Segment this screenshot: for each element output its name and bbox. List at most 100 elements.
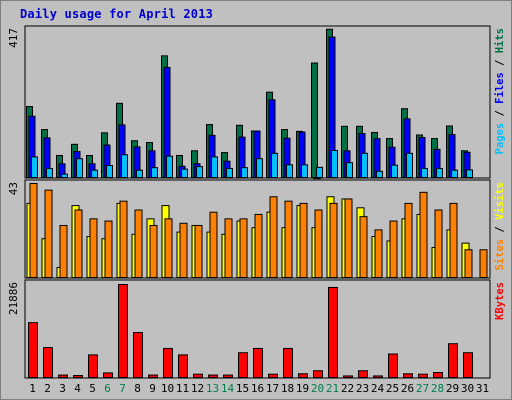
pages-bar-18 [286, 164, 293, 178]
sites-bar-17 [269, 196, 278, 278]
legend-part-1-1: / [494, 104, 506, 123]
kbytes-bar-21 [328, 286, 338, 378]
pages-bar-20 [316, 166, 323, 179]
pages-bar-7 [121, 154, 128, 178]
x-tick-label-11: 11 [176, 382, 189, 395]
pages-bar-16 [256, 158, 263, 178]
y-max-label-3: 21886 [7, 282, 20, 315]
x-tick-label-27: 27 [416, 382, 429, 395]
sites-bar-2 [44, 189, 53, 279]
legend-part-2-1: / [494, 220, 506, 239]
sites-bar-31 [479, 249, 488, 278]
legend-part-2-0: Sites [494, 239, 506, 271]
kbytes-bar-7 [118, 284, 128, 378]
x-tick-label-10: 10 [161, 382, 174, 395]
sites-bar-3 [59, 224, 68, 278]
kbytes-bar-19 [298, 373, 308, 378]
sites-bar-21 [329, 202, 338, 279]
pages-bar-9 [151, 167, 158, 178]
legend-part-2-2: Visits [494, 182, 506, 220]
kbytes-bar-14 [223, 374, 233, 379]
sites-bar-20 [314, 209, 323, 278]
x-tick-label-22: 22 [341, 382, 354, 395]
sites-bar-4 [74, 209, 83, 278]
sites-bar-23 [359, 216, 368, 279]
pages-bar-26 [406, 152, 413, 178]
sites-bar-25 [389, 220, 398, 278]
pages-bar-15 [241, 167, 248, 178]
pages-bar-30 [466, 169, 473, 179]
sites-bar-9 [149, 224, 158, 278]
sites-bar-1 [29, 183, 38, 278]
x-tick-label-4: 4 [74, 382, 81, 395]
kbytes-bar-2 [43, 347, 53, 378]
pages-bar-29 [451, 169, 458, 179]
x-tick-label-2: 2 [44, 382, 51, 395]
y-max-label-1: 417 [7, 28, 20, 48]
kbytes-bar-22 [343, 375, 353, 378]
kbytes-bar-12 [193, 373, 203, 378]
sites-bar-11 [179, 222, 188, 278]
sites-bar-6 [104, 220, 113, 278]
pages-bar-19 [301, 164, 308, 178]
sites-bar-30 [464, 249, 473, 278]
sites-bar-10 [164, 218, 173, 278]
sites-bar-24 [374, 229, 383, 279]
sites-bar-22 [344, 198, 353, 278]
y-max-label-2: 43 [7, 182, 20, 195]
pages-bar-10 [166, 155, 173, 179]
kbytes-bar-27 [418, 373, 428, 378]
sites-bar-26 [404, 202, 413, 279]
legend-part-1-0: Pages [494, 123, 506, 155]
sites-bar-5 [89, 218, 98, 278]
x-tick-label-6: 6 [104, 382, 111, 395]
sites-bar-15 [239, 218, 248, 278]
x-tick-label-19: 19 [296, 382, 309, 395]
x-tick-label-29: 29 [446, 382, 459, 395]
sites-bar-8 [134, 209, 143, 278]
pages-bar-14 [226, 167, 233, 178]
x-tick-label-24: 24 [371, 382, 385, 395]
x-tick-label-21: 21 [326, 382, 339, 395]
pages-bar-5 [91, 169, 98, 179]
kbytes-bar-29 [448, 343, 458, 378]
kbytes-bar-26 [403, 373, 413, 378]
x-tick-label-13: 13 [206, 382, 219, 395]
x-tick-label-3: 3 [59, 382, 66, 395]
kbytes-bar-10 [163, 347, 173, 379]
legend-label-3: KBytes [494, 282, 506, 320]
chart-title: Daily usage for April 2013 [20, 7, 214, 21]
x-tick-label-15: 15 [236, 382, 249, 395]
kbytes-bar-17 [268, 373, 278, 378]
kbytes-bar-1 [28, 322, 38, 379]
x-tick-label-20: 20 [311, 382, 324, 395]
sites-bar-29 [449, 202, 458, 279]
files-bar-20 [313, 177, 321, 180]
x-tick-label-25: 25 [386, 382, 399, 395]
pages-bar-17 [271, 152, 278, 178]
x-tick-label-28: 28 [431, 382, 444, 395]
pages-bar-12 [196, 166, 203, 179]
legend-part-1-4: Hits [494, 28, 506, 53]
x-tick-label-18: 18 [281, 382, 294, 395]
pages-bar-13 [211, 156, 218, 178]
x-tick-label-17: 17 [266, 382, 279, 395]
kbytes-bar-8 [133, 332, 143, 378]
x-tick-label-31: 31 [476, 382, 489, 395]
x-tick-label-16: 16 [251, 382, 264, 395]
x-tick-label-23: 23 [356, 382, 369, 395]
kbytes-bar-30 [463, 352, 473, 379]
kbytes-bar-9 [148, 374, 158, 379]
kbytes-bar-20 [313, 370, 323, 379]
sites-bar-28 [434, 209, 443, 278]
kbytes-bar-28 [433, 371, 443, 379]
sites-bar-16 [254, 213, 263, 279]
sites-bar-19 [299, 202, 308, 279]
x-tick-label-30: 30 [461, 382, 474, 395]
x-tick-label-5: 5 [89, 382, 96, 395]
pages-bar-24 [376, 170, 383, 178]
kbytes-bar-6 [103, 372, 113, 379]
x-tick-label-1: 1 [29, 382, 36, 395]
pages-bar-28 [436, 167, 443, 178]
